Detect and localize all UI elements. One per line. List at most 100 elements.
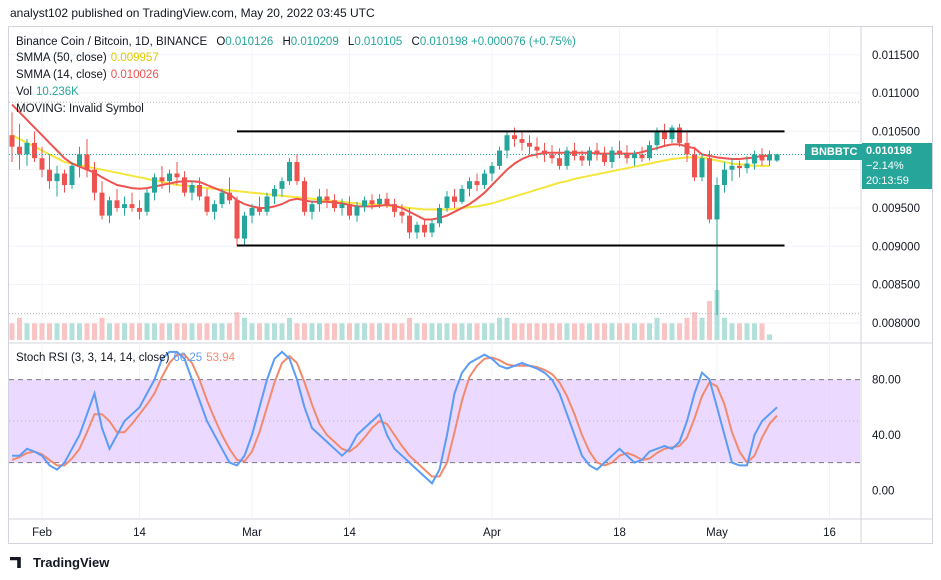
legend-rsi-k: 60.25 (173, 352, 203, 364)
candle (302, 177, 307, 216)
volume-bar (467, 323, 472, 340)
candle-body (677, 127, 682, 143)
candle (309, 200, 315, 220)
candle-body (414, 224, 420, 233)
candle (62, 169, 67, 193)
volume-bar (392, 323, 397, 340)
candle-body (317, 196, 322, 205)
candle-body (287, 162, 292, 182)
candle (99, 181, 105, 220)
candle (669, 125, 675, 143)
candle (204, 188, 210, 216)
volume-bar (347, 323, 352, 340)
candle-body (152, 177, 157, 193)
candle-body (624, 154, 630, 159)
candle-body (699, 158, 705, 178)
candle (594, 142, 600, 161)
volume-bar (684, 317, 690, 340)
volume-bar (534, 323, 540, 340)
volume-bar (107, 323, 112, 340)
candle-body (69, 165, 75, 185)
volume-bar (257, 323, 262, 340)
volume-bar (767, 334, 772, 340)
candle (504, 131, 510, 159)
candle-body (467, 181, 472, 189)
legend-sma50-label: SMMA (50, close) (16, 52, 107, 64)
volume-bar (474, 323, 480, 340)
volume-bar (362, 323, 367, 340)
candle-body (347, 204, 352, 216)
candle-body (167, 173, 172, 182)
candle (527, 135, 532, 155)
candle-body (99, 192, 105, 216)
publish-line: analyst102 published on TradingView.com,… (10, 6, 375, 20)
candle-body (279, 181, 285, 189)
volume-bar (227, 323, 232, 340)
volume-bar (654, 317, 660, 340)
tradingview-logo[interactable]: TradingView (10, 555, 109, 570)
candle-body (294, 162, 300, 182)
candle-body (39, 158, 45, 170)
candle-body (114, 200, 120, 208)
volume-bar (729, 323, 735, 340)
candle-body (339, 204, 345, 208)
candle-body (729, 165, 735, 170)
volume-bar (737, 323, 742, 340)
candle (137, 200, 142, 220)
candle-body (212, 204, 217, 212)
volume-bar (17, 317, 22, 340)
volume-bar (639, 323, 645, 340)
legend-vol-value: 10.236K (36, 86, 79, 98)
rsi-tick-label: 0.00 (872, 485, 894, 497)
candle (414, 221, 420, 239)
volume-bar (294, 323, 300, 340)
candle (609, 146, 615, 169)
candle (9, 112, 15, 163)
volume-bar (99, 317, 105, 340)
candle-body (377, 198, 382, 205)
legend-title: Binance Coin / Bitcoin, 1D, BINANCE (16, 36, 208, 48)
price-tick-label: 0.010500 (872, 126, 920, 138)
volume-bar (369, 323, 375, 340)
rsi-tick-label: 40.00 (872, 430, 901, 442)
candle (474, 173, 480, 192)
candle-body (429, 223, 435, 233)
candle (39, 146, 45, 178)
candle-body (272, 188, 277, 197)
candle-body (737, 165, 742, 169)
volume-bar (572, 323, 577, 340)
candle-body (122, 204, 127, 208)
candle (122, 196, 127, 216)
candle-body (62, 173, 67, 185)
legend-change: +0.000076 (+0.75%) (470, 36, 576, 48)
volume-bar (437, 323, 442, 340)
candle-body (632, 154, 637, 159)
candle (399, 204, 405, 224)
volume-bar (287, 317, 292, 340)
volume-bar (167, 323, 172, 340)
legend-l-label: L (347, 36, 355, 48)
volume-bar (39, 323, 45, 340)
candle (279, 177, 285, 197)
candle (167, 169, 172, 193)
candle-body (654, 131, 660, 146)
volume-bar (744, 323, 750, 340)
volume-bar (497, 317, 502, 340)
candle-body (174, 173, 180, 178)
legend-o-value: 0.010126 (225, 36, 274, 48)
candle-body (219, 192, 225, 205)
volume-bar (174, 323, 180, 340)
candle (152, 173, 157, 201)
candle-body (504, 135, 510, 151)
candle-body (527, 142, 532, 147)
candle-body (384, 198, 390, 205)
volume-bar (399, 323, 405, 340)
candle (737, 160, 742, 178)
candle-body (534, 146, 540, 151)
candle-body (669, 127, 675, 140)
time-tick-label: Feb (32, 527, 52, 539)
candle-body (332, 200, 337, 208)
candle-body (617, 150, 622, 155)
volume-bar (159, 323, 165, 340)
